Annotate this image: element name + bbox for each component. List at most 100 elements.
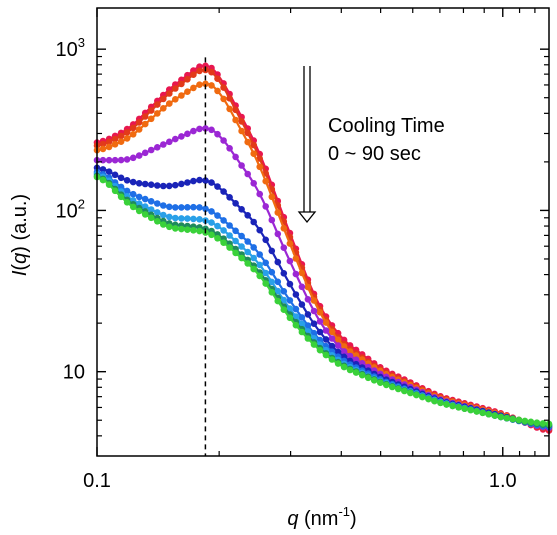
data-point [154,209,161,216]
data-point [123,199,131,206]
data-point [226,244,233,251]
data-point [479,409,487,417]
data-point [147,115,155,123]
data-point [364,374,372,382]
data-point [244,129,251,137]
data-point [166,100,173,107]
data-point [310,307,318,315]
data-point [250,244,257,251]
data-point [286,297,294,304]
data-point [425,395,432,403]
data-point [256,163,264,171]
data-point [316,309,324,316]
series-8 [93,173,553,428]
data-point [178,92,185,99]
data-point [123,156,131,163]
data-point [135,207,143,215]
data-point [147,214,155,222]
data-point [214,212,221,219]
data-point [232,200,239,207]
data-point [147,146,155,154]
data-point [190,215,197,223]
data-point [334,336,342,344]
data-point [322,336,330,343]
data-point [334,348,342,356]
data-point [135,180,143,187]
data-point [473,408,481,415]
data-point [154,101,161,108]
data-point [256,261,264,269]
data-point [111,135,119,143]
data-point [455,404,462,411]
data-point [135,152,143,159]
data-point [184,130,191,138]
data-point [340,343,348,350]
x-tick-label: 0.1 [83,470,111,492]
data-point [304,311,312,318]
data-point [99,156,107,164]
data-point [274,278,282,286]
data-point [105,138,113,146]
data-point [208,219,215,226]
series-line [96,170,550,428]
data-point [238,118,245,125]
data-point [328,328,336,336]
data-point [280,296,288,304]
data-point [346,352,354,360]
plot-frame [96,7,550,457]
data-point [298,283,306,291]
data-point [160,182,167,190]
data-point [226,105,233,113]
data-point [154,200,161,207]
series-7 [93,172,553,429]
data-point [172,204,179,211]
data-point [190,127,197,135]
data-point [196,125,203,133]
data-point [238,232,245,240]
data-point [166,213,173,221]
data-point [196,227,203,235]
data-point [154,110,161,117]
data-point [491,412,499,419]
data-point [166,182,173,190]
data-point [298,301,306,308]
data-point [310,341,318,348]
x-axis-label: q (nm-1) [287,504,356,530]
x-axis-label-sup: -1 [338,504,350,519]
data-point [286,314,294,322]
data-point [539,420,547,427]
data-point [190,71,197,78]
data-point [214,183,221,190]
data-point [154,218,161,225]
data-point [262,259,270,267]
data-point [383,381,390,389]
data-point [154,182,161,189]
data-point [141,195,149,203]
data-point [99,140,107,148]
data-point [99,145,107,153]
data-point [184,88,191,95]
data-point [244,238,251,245]
data-point [184,179,191,186]
data-point [304,322,312,329]
data-point [208,126,215,134]
data-point [322,319,330,326]
data-point [160,211,167,219]
data-point [262,177,270,185]
data-point [244,138,251,146]
data-point [238,162,245,169]
y-axis-label-open: ( [9,264,31,271]
data-point [111,171,119,179]
data-point [111,187,119,195]
data-point [190,227,197,234]
data-point [190,84,197,92]
data-point [184,204,191,211]
data-point [310,320,318,328]
data-point [184,226,191,233]
data-point [413,391,420,399]
data-point [533,419,541,427]
data-point [214,222,221,230]
data-point [196,216,203,223]
data-point [256,226,264,234]
